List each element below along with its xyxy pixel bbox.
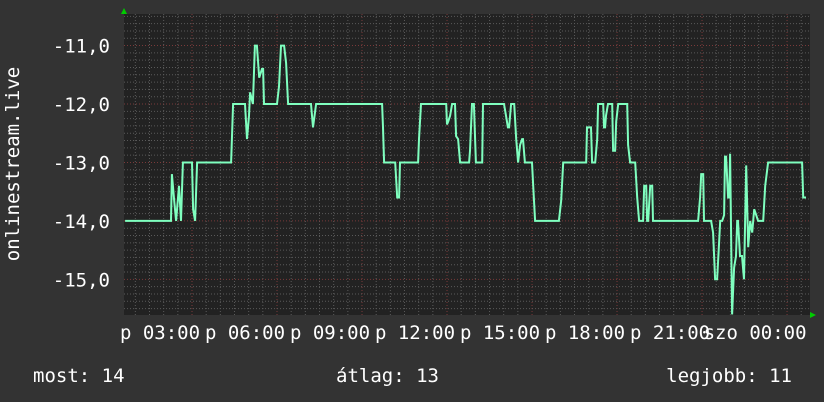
x-tick-label: szo 00:00: [704, 322, 807, 344]
x-tick-label: p 12:00: [375, 322, 455, 344]
x-tick-label: p 21:00: [630, 322, 710, 344]
y-tick-label: -13,0: [53, 152, 110, 174]
y-ticks: -11,0 -12,0 -13,0 -14,0 -15,0: [53, 36, 110, 292]
y-tick-label: -14,0: [53, 211, 110, 233]
series-line: [125, 44, 806, 315]
grid: [124, 14, 810, 315]
x-tick-label: p 18:00: [545, 322, 625, 344]
legend-best: legjobb: 11: [666, 365, 792, 387]
x-tick-label: p 15:00: [460, 322, 540, 344]
legend-average: átlag: 13: [336, 365, 439, 387]
y-axis-arrow-icon: [121, 8, 127, 14]
x-tick-label: p 06:00: [205, 322, 285, 344]
x-tick-label: p 09:00: [290, 322, 370, 344]
y-tick-label: -15,0: [53, 269, 110, 291]
y-tick-label: -12,0: [53, 94, 110, 116]
y-axis-label: onlinestream.live: [2, 67, 24, 261]
plot-area: [124, 14, 810, 315]
y-tick-label: -11,0: [53, 36, 110, 58]
legend-current: most: 14: [33, 365, 125, 387]
x-tick-label: p 03:00: [120, 322, 200, 344]
x-ticks: p 03:00 p 06:00 p 09:00 p 12:00 p 15:00 p 18:…: [120, 322, 807, 344]
x-axis-arrow-icon: [810, 312, 816, 318]
